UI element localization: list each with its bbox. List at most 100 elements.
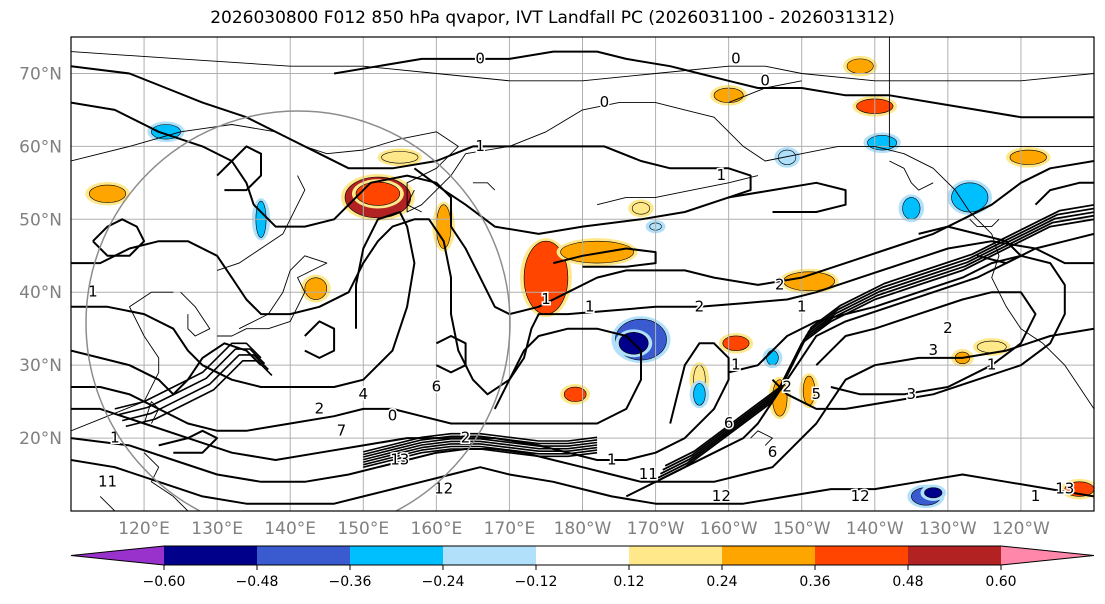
contour-label: 0 [760,71,770,89]
qvapor-patch [1009,149,1047,165]
ivt-contour-line [659,211,1094,475]
ivt-contour-line [158,429,219,454]
coastline-segment [472,182,496,191]
qvapor-patch [693,383,706,406]
contour-label: 2 [775,275,785,293]
ivt-contour-line [657,214,1094,479]
contour-label: 1 [797,297,807,315]
contour-label: 6 [432,378,442,396]
ivt-contour-line [71,342,730,461]
coastline-segment [217,255,328,337]
ivt-contour-line [71,327,1094,483]
contour-label: 2 [461,429,471,447]
longitude-label: 170°E [484,519,536,539]
coastline-segment [180,291,211,337]
contour-label: 2 [315,399,325,417]
contour-label: 13 [390,450,409,468]
coastline-segment [143,401,160,424]
ivt-contour-line [118,348,266,416]
contour-label: 2 [782,378,792,396]
ivt-contour-line [662,207,1094,471]
ivt-contour-line [363,448,598,468]
coastline-segment [888,37,1094,147]
contour-label: 13 [1055,480,1074,498]
longitude-label: 150°W [773,519,831,539]
ivt-contour-line [815,291,1037,396]
ivt-contour-line [655,218,1094,483]
contour-label: 2 [943,319,953,337]
qvapor-patch [355,181,401,206]
ivt-contour-line [363,445,598,466]
qvapor-patch [778,149,797,165]
contour-label: 1 [541,290,551,308]
ivt-contour-line [363,443,598,463]
map-frame [70,36,1095,512]
contour-label: 11 [639,465,658,483]
ivt-contour-line [1034,181,1094,206]
coastline-segment [71,102,1094,410]
qvapor-patch [924,487,943,499]
qvapor-patch [560,240,634,264]
longitude-label: 120°W [992,519,1050,539]
longitude-label: 170°W [627,519,685,539]
longitude-label: 120°E [118,519,170,539]
coastline-segment [889,160,934,191]
longitude-label: 140°W [846,519,904,539]
contour-label: 1 [607,450,617,468]
ivt-contour-line [71,218,1094,396]
coastline-segment [143,452,189,511]
coastline-segment [99,496,116,511]
contour-label: 1 [475,137,485,155]
contour-label: 4 [359,385,369,403]
ivt-contour-line [122,354,269,422]
contour-label: 1 [1031,487,1041,505]
ivt-contour-line [363,435,598,456]
range-ring [85,110,511,511]
ivt-contour-line [114,342,262,410]
qvapor-patch [631,202,651,215]
contour-label: 12 [851,487,870,505]
ivt-contour-line [71,65,752,235]
ivt-contour-line [918,225,1022,265]
coastline-segment [750,430,773,446]
plot-title: 2026030800 F012 850 hPa qvapor, IVT Land… [210,8,895,28]
contour-label: 0 [388,407,398,425]
latitude-label: 40°N [19,283,62,303]
ivt-contour-line [304,320,336,359]
ivt-contour-line [553,247,657,268]
ivt-contour-line [333,50,1094,119]
qvapor-patch [846,58,874,74]
ivt-contour-line [71,459,1094,505]
longitude-label: 130°E [191,519,243,539]
ivt-contour-line [363,438,598,458]
contour-label: 1 [731,356,741,374]
coastline-segment [969,218,1000,228]
contour-label: 0 [600,93,610,111]
qvapor-patch [563,386,587,402]
longitude-label: 150°E [337,519,389,539]
coastline-segment [216,175,306,271]
ivt-contour-line [728,181,847,213]
qvapor-patch [766,350,779,366]
latitude-label: 20°N [19,429,62,449]
contour-label: 1 [110,429,120,447]
ivt-contour-line [71,101,1094,316]
contour-label: 1 [987,356,997,374]
qvapor-patch [304,277,328,300]
ivt-contour-line [71,342,262,396]
contour-label: 7 [337,421,347,439]
ivt-contour-line [71,327,642,432]
longitude-label: 160°W [700,519,758,539]
contour-label: 1 [717,166,727,184]
ivt-contour-line [728,254,1066,410]
contour-label: 1 [585,297,595,315]
ivt-contours [71,50,1094,505]
ivt-contour-line [71,211,416,388]
contour-label: 6 [724,414,734,432]
longitude-label: 160°E [411,519,463,539]
contour-label: 3 [928,341,938,359]
longitude-label: 130°W [919,519,977,539]
latitude-label: 60°N [19,137,62,157]
